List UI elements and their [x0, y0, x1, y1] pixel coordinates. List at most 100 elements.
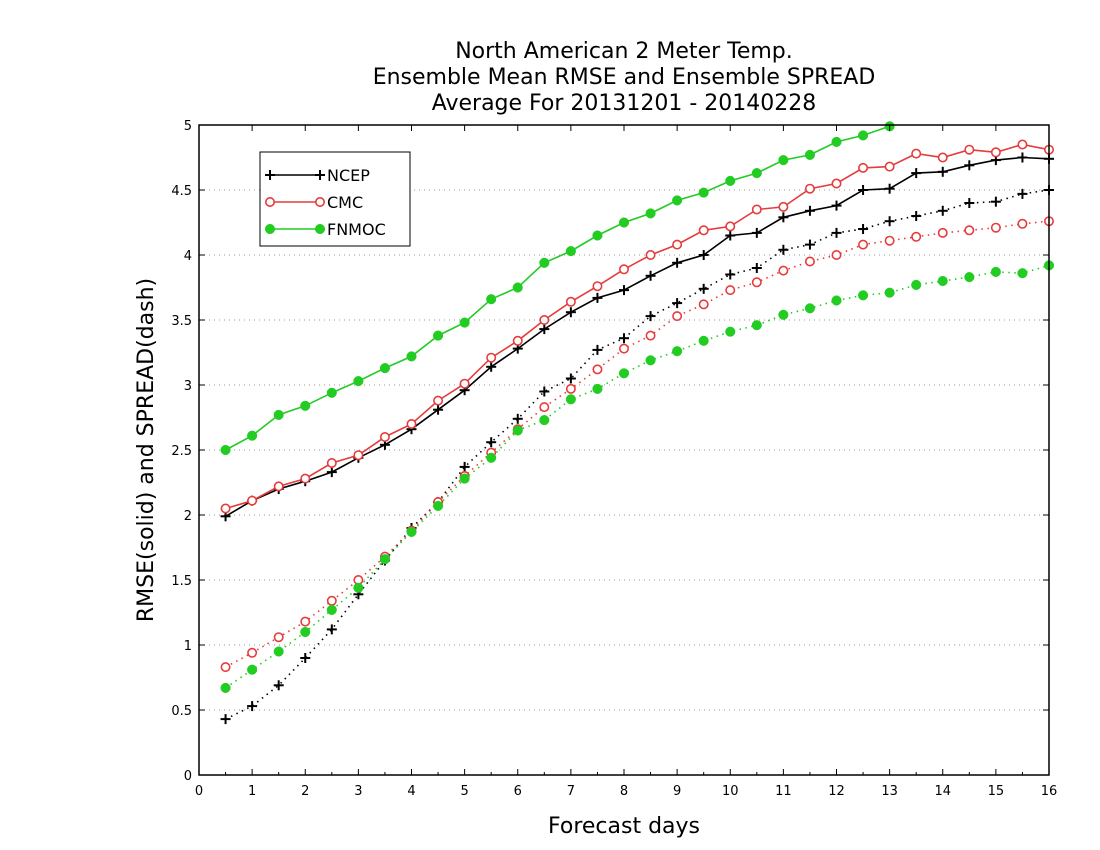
- fnmoc-spread-point: [964, 272, 975, 283]
- fnmoc-spread-point: [539, 415, 550, 426]
- ncep-spread-point: [300, 653, 311, 663]
- y-tick-label: 2.5: [171, 444, 192, 459]
- x-tick-label: 16: [1041, 784, 1058, 799]
- ncep-spread-point: [1017, 188, 1028, 199]
- ncep-spread-point: [911, 211, 922, 221]
- cmc-rmse-point: [539, 314, 550, 325]
- cmc-spread-point: [751, 277, 762, 288]
- ncep-spread-point: [804, 239, 815, 250]
- ncep-spread-point: [220, 714, 231, 725]
- y-tick-label: 3: [184, 379, 192, 394]
- fnmoc-spread-point: [512, 425, 523, 436]
- ncep-spread-point: [512, 413, 523, 424]
- cmc-spread-point: [725, 285, 736, 296]
- ncep-spread-point: [698, 283, 709, 294]
- fnmoc-rmse-point: [751, 168, 762, 179]
- series-cmc-rmse: [220, 139, 1055, 514]
- cmc-rmse-point: [937, 152, 948, 163]
- ncep-spread-point: [592, 344, 603, 355]
- cmc-spread-point: [273, 632, 284, 643]
- fnmoc-spread-point: [247, 664, 258, 675]
- cmc-rmse-point: [300, 473, 311, 484]
- fnmoc-rmse-point: [725, 175, 736, 186]
- y-tick-label: 5: [184, 119, 192, 134]
- y-tick-label: 0.5: [171, 704, 192, 719]
- ncep-spread-point: [459, 461, 470, 472]
- cmc-rmse-point: [247, 495, 258, 506]
- ncep-spread-point: [884, 216, 895, 227]
- title-line-1: North American 2 Meter Temp.: [455, 39, 793, 64]
- cmc-spread-point: [220, 662, 231, 673]
- fnmoc-spread-point: [831, 295, 842, 306]
- series-cmc-spread: [220, 216, 1055, 673]
- cmc-spread-point: [990, 222, 1001, 233]
- fnmoc-spread-point: [353, 582, 364, 593]
- x-tick-label: 7: [567, 784, 575, 799]
- ncep-rmse-point: [911, 168, 922, 179]
- ncep-rmse-point: [672, 257, 683, 268]
- cmc-spread-point: [565, 383, 576, 394]
- y-tick-label: 0: [184, 769, 192, 784]
- fnmoc-rmse-point: [379, 363, 390, 374]
- fnmoc-rmse-point: [565, 246, 576, 257]
- ncep-rmse-point: [884, 183, 895, 194]
- x-tick-label: 6: [514, 784, 522, 799]
- ncep-rmse-point: [831, 200, 842, 211]
- fnmoc-spread-point: [911, 279, 922, 290]
- fnmoc-rmse-point: [459, 317, 470, 328]
- cmc-rmse-point: [831, 178, 842, 189]
- cmc-rmse-point: [512, 335, 523, 346]
- x-tick-label: 10: [722, 784, 739, 799]
- fnmoc-rmse-point: [672, 195, 683, 206]
- x-tick-label: 4: [407, 784, 415, 799]
- cmc-rmse-point: [911, 148, 922, 159]
- series-ncep-spread: [220, 185, 1054, 725]
- y-tick-label: 4.5: [171, 184, 192, 199]
- ncep-rmse-point: [778, 212, 789, 223]
- cmc-rmse-point: [964, 144, 975, 155]
- fnmoc-spread-point: [884, 287, 895, 298]
- fnmoc-spread-point: [858, 290, 869, 301]
- cmc-spread-point: [247, 647, 258, 658]
- cmc-spread-point: [300, 616, 311, 627]
- gridlines: [199, 189, 1049, 711]
- fnmoc-rmse-point: [247, 430, 258, 441]
- fnmoc-spread-point: [379, 554, 390, 565]
- x-tick-label: 15: [988, 784, 1005, 799]
- fnmoc-rmse-point: [804, 149, 815, 160]
- fnmoc-spread-line: [225, 264, 1050, 689]
- ncep-rmse-point: [964, 160, 975, 171]
- fnmoc-rmse-point: [858, 130, 869, 141]
- ncep-spread-point: [273, 680, 284, 691]
- series-layer: [220, 121, 1055, 725]
- legend-label-ncep: NCEP: [327, 166, 370, 185]
- ncep-rmse-point: [645, 270, 656, 281]
- cmc-rmse-point: [565, 296, 576, 307]
- cmc-spread-point: [858, 239, 869, 250]
- ncep-spread-point: [725, 269, 736, 280]
- fnmoc-rmse-point: [273, 409, 284, 420]
- ncep-rmse-point: [1017, 152, 1028, 163]
- ncep-rmse-point: [565, 307, 576, 318]
- cmc-spread-point: [884, 235, 895, 246]
- cmc-rmse-point: [672, 239, 683, 250]
- cmc-spread-line: [225, 220, 1050, 668]
- fnmoc-spread-point: [804, 303, 815, 314]
- fnmoc-rmse-point: [433, 330, 444, 341]
- x-tick-label: 1: [248, 784, 256, 799]
- ncep-spread-point: [778, 244, 789, 255]
- cmc-rmse-point: [592, 281, 603, 292]
- cmc-spread-point: [804, 256, 815, 267]
- cmc-rmse-point: [220, 503, 231, 514]
- chart-title: North American 2 Meter Temp. Ensemble Me…: [373, 39, 876, 116]
- ncep-spread-point: [247, 701, 258, 712]
- cmc-rmse-point: [751, 204, 762, 215]
- y-tick-label: 1.5: [171, 574, 192, 589]
- fnmoc-spread-point: [433, 500, 444, 511]
- fnmoc-spread-point: [645, 355, 656, 366]
- y-tick-label: 3.5: [171, 314, 192, 329]
- fnmoc-rmse-point: [645, 208, 656, 219]
- x-tick-label: 5: [460, 784, 468, 799]
- ncep-rmse-point: [751, 227, 762, 238]
- cmc-rmse-point: [804, 183, 815, 194]
